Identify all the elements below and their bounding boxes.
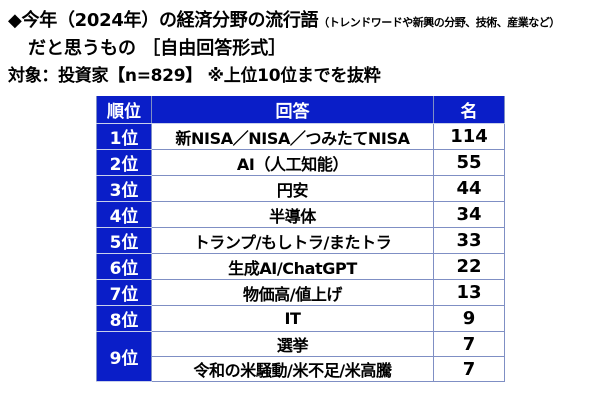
- rank-cell: 7位: [96, 279, 152, 306]
- answer-cell: 生成AI/ChatGPT: [151, 253, 434, 280]
- count-cell: 13: [433, 279, 505, 306]
- rank-cell: 6位: [96, 253, 152, 280]
- rank-cell: 1位: [96, 123, 152, 150]
- count-cell: 55: [433, 149, 505, 176]
- chart-title: ◆今年（2024年）の経済分野の流行語（トレンドワードや新興の分野、技術、産業な…: [8, 6, 560, 32]
- table-row: 7位 物価高/値上げ 13: [96, 279, 505, 306]
- count-cell: 44: [433, 175, 505, 202]
- table-row: 令和の米騒動/米不足/米高騰 7: [97, 356, 505, 382]
- answer-cell: 令和の米騒動/米不足/米高騰: [151, 356, 434, 382]
- answer-cell: AI（人工知能）: [151, 149, 434, 176]
- chart-title-line2: だと思うもの ［自由回答形式］: [28, 38, 287, 59]
- answer-cell: 選挙: [151, 331, 434, 357]
- count-cell: 9: [433, 305, 505, 332]
- answer-cell: IT: [151, 305, 434, 332]
- rank-cell: 3位: [96, 175, 152, 202]
- table-row: 4位 半導体 34: [96, 201, 505, 228]
- count-cell: 7: [433, 356, 505, 382]
- answer-cell: 物価高/値上げ: [151, 279, 434, 306]
- rank-cell: 4位: [96, 201, 152, 228]
- table-row: 5位 トランプ/もしトラ/またトラ 33: [96, 227, 505, 254]
- count-cell: 114: [433, 123, 505, 150]
- rank-cell: 5位: [96, 227, 152, 254]
- survey-subtitle: 対象：投資家【n=829】 ※上位10位までを抜粋: [8, 66, 381, 86]
- header-rank: 順位: [96, 96, 152, 124]
- table-header-row: 順位 回答 名: [96, 96, 505, 124]
- answer-cell: トランプ/もしトラ/またトラ: [151, 227, 434, 254]
- ranking-table: 順位 回答 名 1位 新NISA／NISA／つみたてNISA 114 2位 AI…: [96, 96, 505, 382]
- table-row: 3位 円安 44: [96, 175, 505, 202]
- title-note: （トレンドワードや新興の分野、技術、産業など）: [318, 16, 560, 29]
- count-cell: 7: [433, 331, 505, 357]
- count-cell: 34: [433, 201, 505, 228]
- table-row: 8位 IT 9: [96, 305, 505, 332]
- table-row: 2位 AI（人工知能） 55: [96, 149, 505, 176]
- title-main: ◆今年（2024年）の経済分野の流行語: [8, 10, 319, 31]
- table-row: 1位 新NISA／NISA／つみたてNISA 114: [96, 123, 505, 150]
- table-row: 9位 選挙 7: [96, 331, 505, 382]
- rank-cell: 8位: [96, 305, 152, 332]
- answer-cell: 半導体: [151, 201, 434, 228]
- rank-cell: 9位: [96, 331, 152, 382]
- table-row: 6位 生成AI/ChatGPT 22: [96, 253, 505, 280]
- count-cell: 22: [433, 253, 505, 280]
- header-count: 名: [433, 96, 505, 124]
- answer-cell: 円安: [151, 175, 434, 202]
- count-cell: 33: [433, 227, 505, 254]
- answer-cell: 新NISA／NISA／つみたてNISA: [151, 123, 434, 150]
- header-answer: 回答: [151, 96, 434, 124]
- rank-cell: 2位: [96, 149, 152, 176]
